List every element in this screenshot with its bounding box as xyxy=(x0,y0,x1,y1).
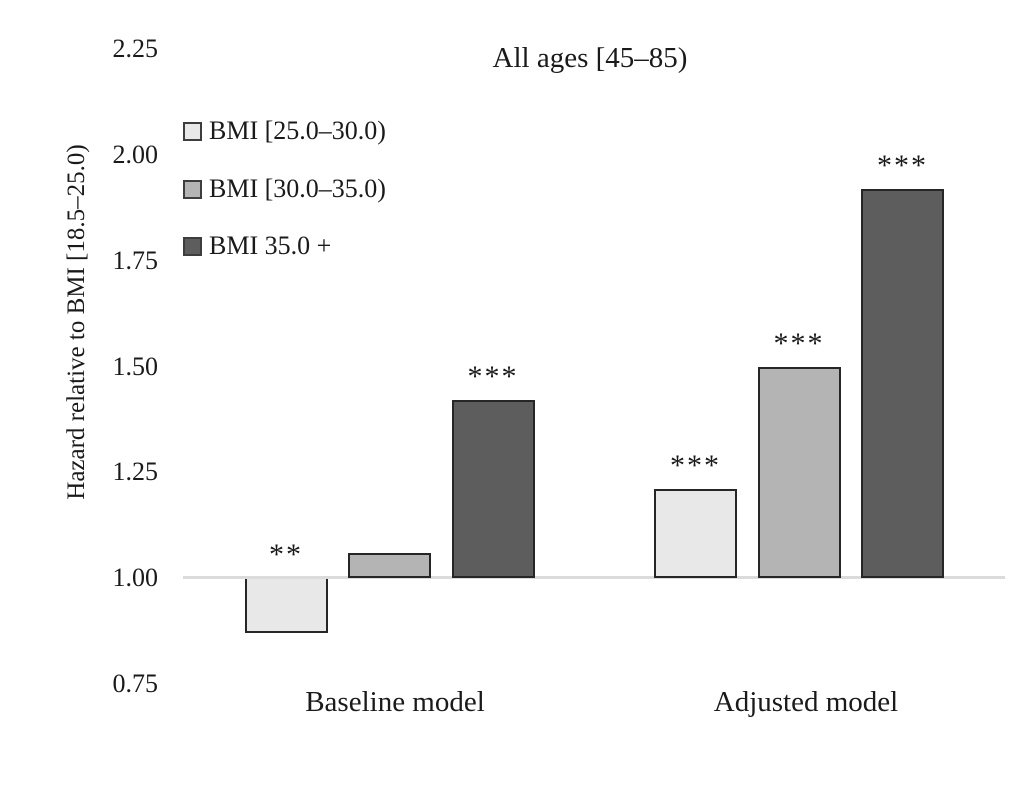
y-axis-tick-label: 1.75 xyxy=(112,245,159,275)
legend-label: BMI 35.0 + xyxy=(209,231,332,260)
bar xyxy=(348,552,431,578)
legend-item: BMI [25.0–30.0) xyxy=(183,116,386,146)
y-axis-tick-label: 1.50 xyxy=(112,351,159,381)
x-category-label: Adjusted model xyxy=(713,686,899,718)
y-axis-tick-label: 1.25 xyxy=(112,457,159,487)
legend-item: BMI [30.0–35.0) xyxy=(183,174,386,204)
y-axis-tick-label: 2.25 xyxy=(112,34,159,64)
legend-color-swatch xyxy=(183,179,202,199)
y-axis-tick-label: 1.00 xyxy=(112,563,159,592)
significance-stars: *** xyxy=(877,148,928,182)
y-axis-tick-label: 0.75 xyxy=(112,668,159,698)
chart-title: All ages [45–85) xyxy=(492,42,688,74)
significance-stars: *** xyxy=(773,326,825,360)
legend-label: BMI [25.0–30.0) xyxy=(209,116,386,145)
significance-stars: ** xyxy=(269,538,303,571)
reference-line-y-1 xyxy=(183,576,1005,579)
bar xyxy=(861,188,944,578)
legend-label: BMI [30.0–35.0) xyxy=(209,174,386,203)
bar xyxy=(654,489,737,578)
significance-stars: *** xyxy=(670,449,721,483)
legend-color-swatch xyxy=(183,236,202,256)
legend-item: BMI 35.0 + xyxy=(183,231,331,261)
x-category-label: Baseline model xyxy=(305,686,485,718)
y-axis-tick-label: 2.00 xyxy=(112,140,159,169)
bar xyxy=(244,579,328,633)
bar xyxy=(757,366,841,578)
legend-color-swatch xyxy=(183,121,202,141)
bar xyxy=(451,400,535,578)
significance-stars: *** xyxy=(467,360,519,394)
